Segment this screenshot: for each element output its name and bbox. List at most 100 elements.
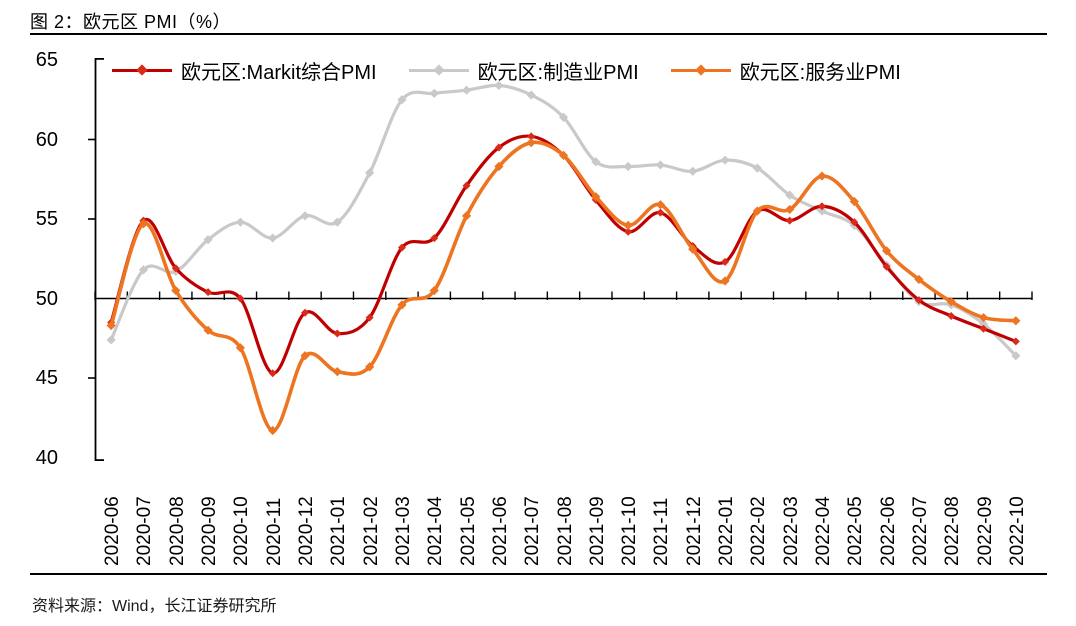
data-point-manufacturing	[268, 233, 278, 243]
data-point-services	[914, 274, 924, 285]
data-point-services	[817, 171, 827, 181]
data-point-services	[591, 192, 601, 202]
legend-item-composite: 欧元区:Markit综合PMI	[112, 56, 377, 85]
data-point-manufacturing	[526, 90, 536, 100]
x-axis-label: 2022-01	[716, 496, 738, 566]
data-point-services	[655, 200, 666, 210]
data-point-services	[365, 362, 375, 372]
data-point-services	[688, 244, 698, 254]
data-point-manufacturing	[494, 80, 504, 91]
legend-label-composite: 欧元区:Markit综合PMI	[181, 62, 377, 84]
x-axis-label: 2022-09	[974, 496, 996, 566]
data-point-manufacturing	[817, 206, 827, 216]
data-point-manufacturing	[1011, 351, 1021, 361]
data-point-composite	[527, 132, 536, 141]
figure-title: 图 2：欧元区 PMI（%）	[30, 12, 232, 32]
data-point-services	[138, 219, 149, 229]
data-point-manufacturing	[332, 217, 342, 227]
data-point-composite	[494, 143, 503, 152]
data-point-composite	[301, 308, 310, 317]
data-point-manufacturing	[688, 166, 698, 176]
data-point-composite	[365, 313, 374, 322]
x-axis-label: 2021-04	[425, 496, 447, 566]
data-point-composite	[204, 288, 213, 297]
x-axis-label: 2021-09	[586, 496, 608, 566]
x-axis-label: 2020-11	[263, 497, 285, 566]
data-point-composite	[882, 262, 891, 271]
data-point-composite	[850, 218, 859, 227]
data-point-composite	[268, 369, 277, 378]
y-axis-label: 45	[35, 367, 58, 389]
data-point-services	[494, 161, 504, 172]
title-divider	[30, 33, 1047, 35]
x-axis-label: 2021-01	[328, 496, 350, 566]
services-line-sample	[670, 64, 731, 77]
chart-divider	[30, 573, 1047, 575]
data-point-services	[300, 351, 310, 361]
x-axis-label: 2022-07	[909, 496, 931, 566]
data-point-services	[203, 325, 213, 335]
data-point-services	[1011, 316, 1021, 326]
data-point-composite	[430, 234, 439, 243]
data-point-composite	[462, 181, 471, 190]
series-line-services	[109, 140, 1018, 433]
data-point-services	[720, 276, 730, 286]
data-point-services	[946, 297, 956, 307]
x-axis-label: 2022-05	[845, 496, 867, 566]
data-point-composite	[624, 227, 633, 236]
x-axis-label: 2021-06	[489, 496, 511, 566]
data-point-manufacturing	[623, 161, 633, 172]
x-axis-label: 2020-10	[231, 496, 253, 566]
data-point-services	[429, 285, 439, 296]
x-axis-label: 2021-03	[392, 496, 414, 566]
chart-legend: 欧元区:Markit综合PMI 欧元区:制造业PMI 欧元区:服务业PMI	[112, 56, 901, 85]
data-point-composite	[721, 257, 730, 266]
data-point-services	[332, 367, 342, 377]
y-axis-label: 65	[35, 49, 58, 71]
y-axis-label: 50	[35, 287, 58, 310]
x-axis-label: 2022-06	[877, 496, 899, 566]
legend-label-manufacturing: 欧元区:制造业PMI	[477, 62, 639, 84]
data-point-manufacturing	[365, 168, 375, 178]
data-point-manufacturing	[752, 163, 762, 173]
x-axis-label: 2020-07	[134, 496, 156, 566]
x-axis-label: 2021-05	[457, 496, 479, 566]
legend-label-services: 欧元区:服务业PMI	[739, 62, 901, 84]
data-point-manufacturing	[461, 85, 472, 95]
data-point-services	[752, 206, 762, 216]
data-point-composite	[656, 208, 665, 217]
x-axis-label: 2022-08	[942, 496, 964, 566]
data-point-composite	[947, 311, 956, 320]
data-point-composite	[171, 264, 180, 273]
data-point-manufacturing	[558, 112, 569, 122]
data-point-composite	[397, 243, 406, 252]
data-point-services	[849, 196, 859, 207]
legend-item-services: 欧元区:服务业PMI	[670, 56, 901, 85]
data-point-composite	[817, 202, 826, 211]
x-axis-label: 2020-12	[296, 496, 318, 566]
data-point-services	[268, 425, 278, 436]
manufacturing-line-sample	[408, 64, 469, 77]
data-point-manufacturing	[720, 155, 730, 165]
y-axis-label: 55	[35, 208, 58, 230]
data-point-composite	[979, 324, 988, 333]
data-point-manufacturing	[106, 335, 116, 345]
data-point-services	[171, 285, 181, 296]
x-axis-label: 2022-10	[1006, 496, 1028, 566]
data-point-services	[785, 204, 795, 215]
x-axis-label: 2022-03	[780, 496, 802, 566]
y-axis-label: 40	[35, 446, 58, 469]
x-axis-label: 2021-07	[522, 496, 544, 566]
data-point-manufacturing	[785, 190, 795, 200]
composite-line-sample	[112, 64, 172, 77]
data-point-manufacturing	[655, 160, 666, 170]
x-axis-label: 2020-08	[166, 496, 188, 566]
data-point-manufacturing	[203, 235, 213, 245]
data-point-services	[106, 320, 116, 331]
data-point-composite	[785, 216, 794, 225]
data-point-manufacturing	[591, 157, 601, 167]
data-point-manufacturing	[397, 95, 407, 105]
data-point-composite	[333, 329, 342, 338]
